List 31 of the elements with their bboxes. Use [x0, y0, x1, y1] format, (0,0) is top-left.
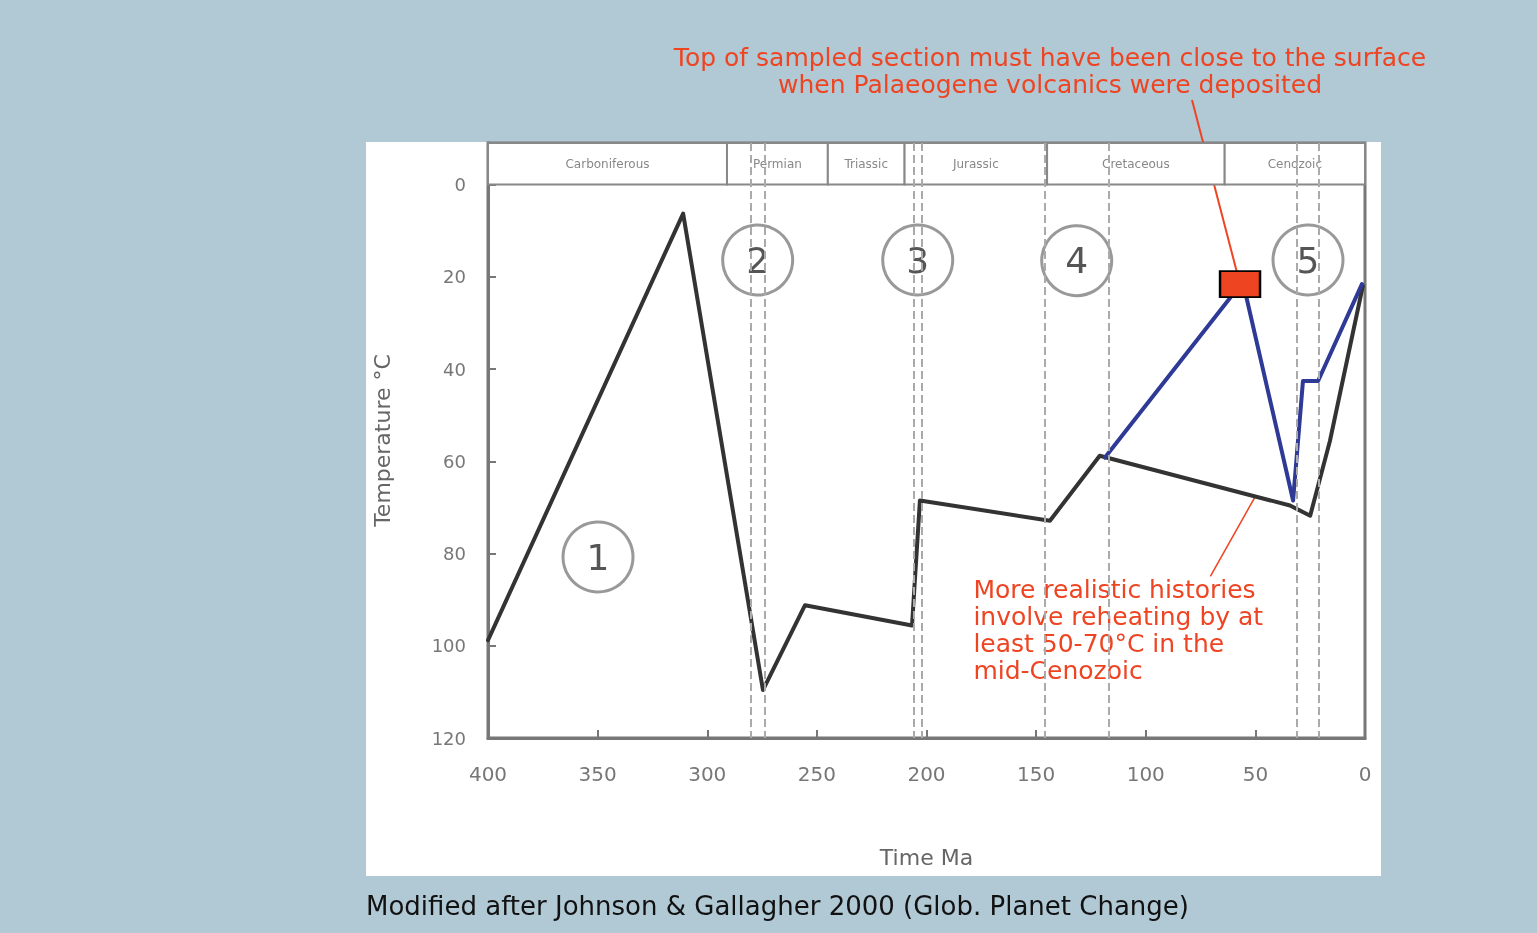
x-tick-label: 100 — [1126, 762, 1165, 786]
band-label: Cenozoic — [1267, 156, 1322, 171]
line-series — [1102, 282, 1364, 503]
y-tick-label: 40 — [443, 358, 466, 380]
annotation: Top of sampled section must have been close to the surface when Palaeogene volcanics were deposited — [672, 43, 1427, 99]
x-tick-label: 300 — [688, 762, 727, 786]
x-tick-label: 250 — [797, 762, 836, 786]
band-label: Triassic — [843, 156, 889, 171]
annotation: 5 — [1296, 239, 1320, 281]
band-label: Carboniferous — [565, 156, 650, 171]
x-tick-label: 50 — [1242, 762, 1269, 786]
band-label: Cretaceous — [1102, 156, 1170, 171]
y-tick-label: 120 — [431, 727, 466, 749]
line-series — [486, 211, 1365, 693]
y-axis-title: Temperature °C — [369, 354, 395, 528]
text: Modified after Johnson & Gallagher 2000 (Glob. Planet Change) — [366, 891, 1189, 921]
x-tick-label: 150 — [1017, 762, 1056, 786]
band-label: Jurassic — [951, 156, 999, 171]
x-tick-label: 400 — [468, 762, 508, 786]
y-tick-label: 0 — [454, 174, 466, 196]
y-tick-label: 20 — [443, 266, 466, 288]
y-tick-label: 100 — [431, 635, 466, 657]
x-tick-label: 350 — [578, 762, 617, 786]
y-tick-label: 60 — [443, 450, 466, 472]
x-tick-label: 0 — [1358, 762, 1372, 786]
y-tick-label: 80 — [443, 543, 466, 564]
annotation: 1 — [586, 536, 610, 578]
x-tick-label: 200 — [907, 762, 946, 786]
x-axis-title: Time Ma — [878, 844, 974, 870]
band-label: Permian — [752, 156, 802, 171]
annotation: 4 — [1065, 239, 1089, 281]
